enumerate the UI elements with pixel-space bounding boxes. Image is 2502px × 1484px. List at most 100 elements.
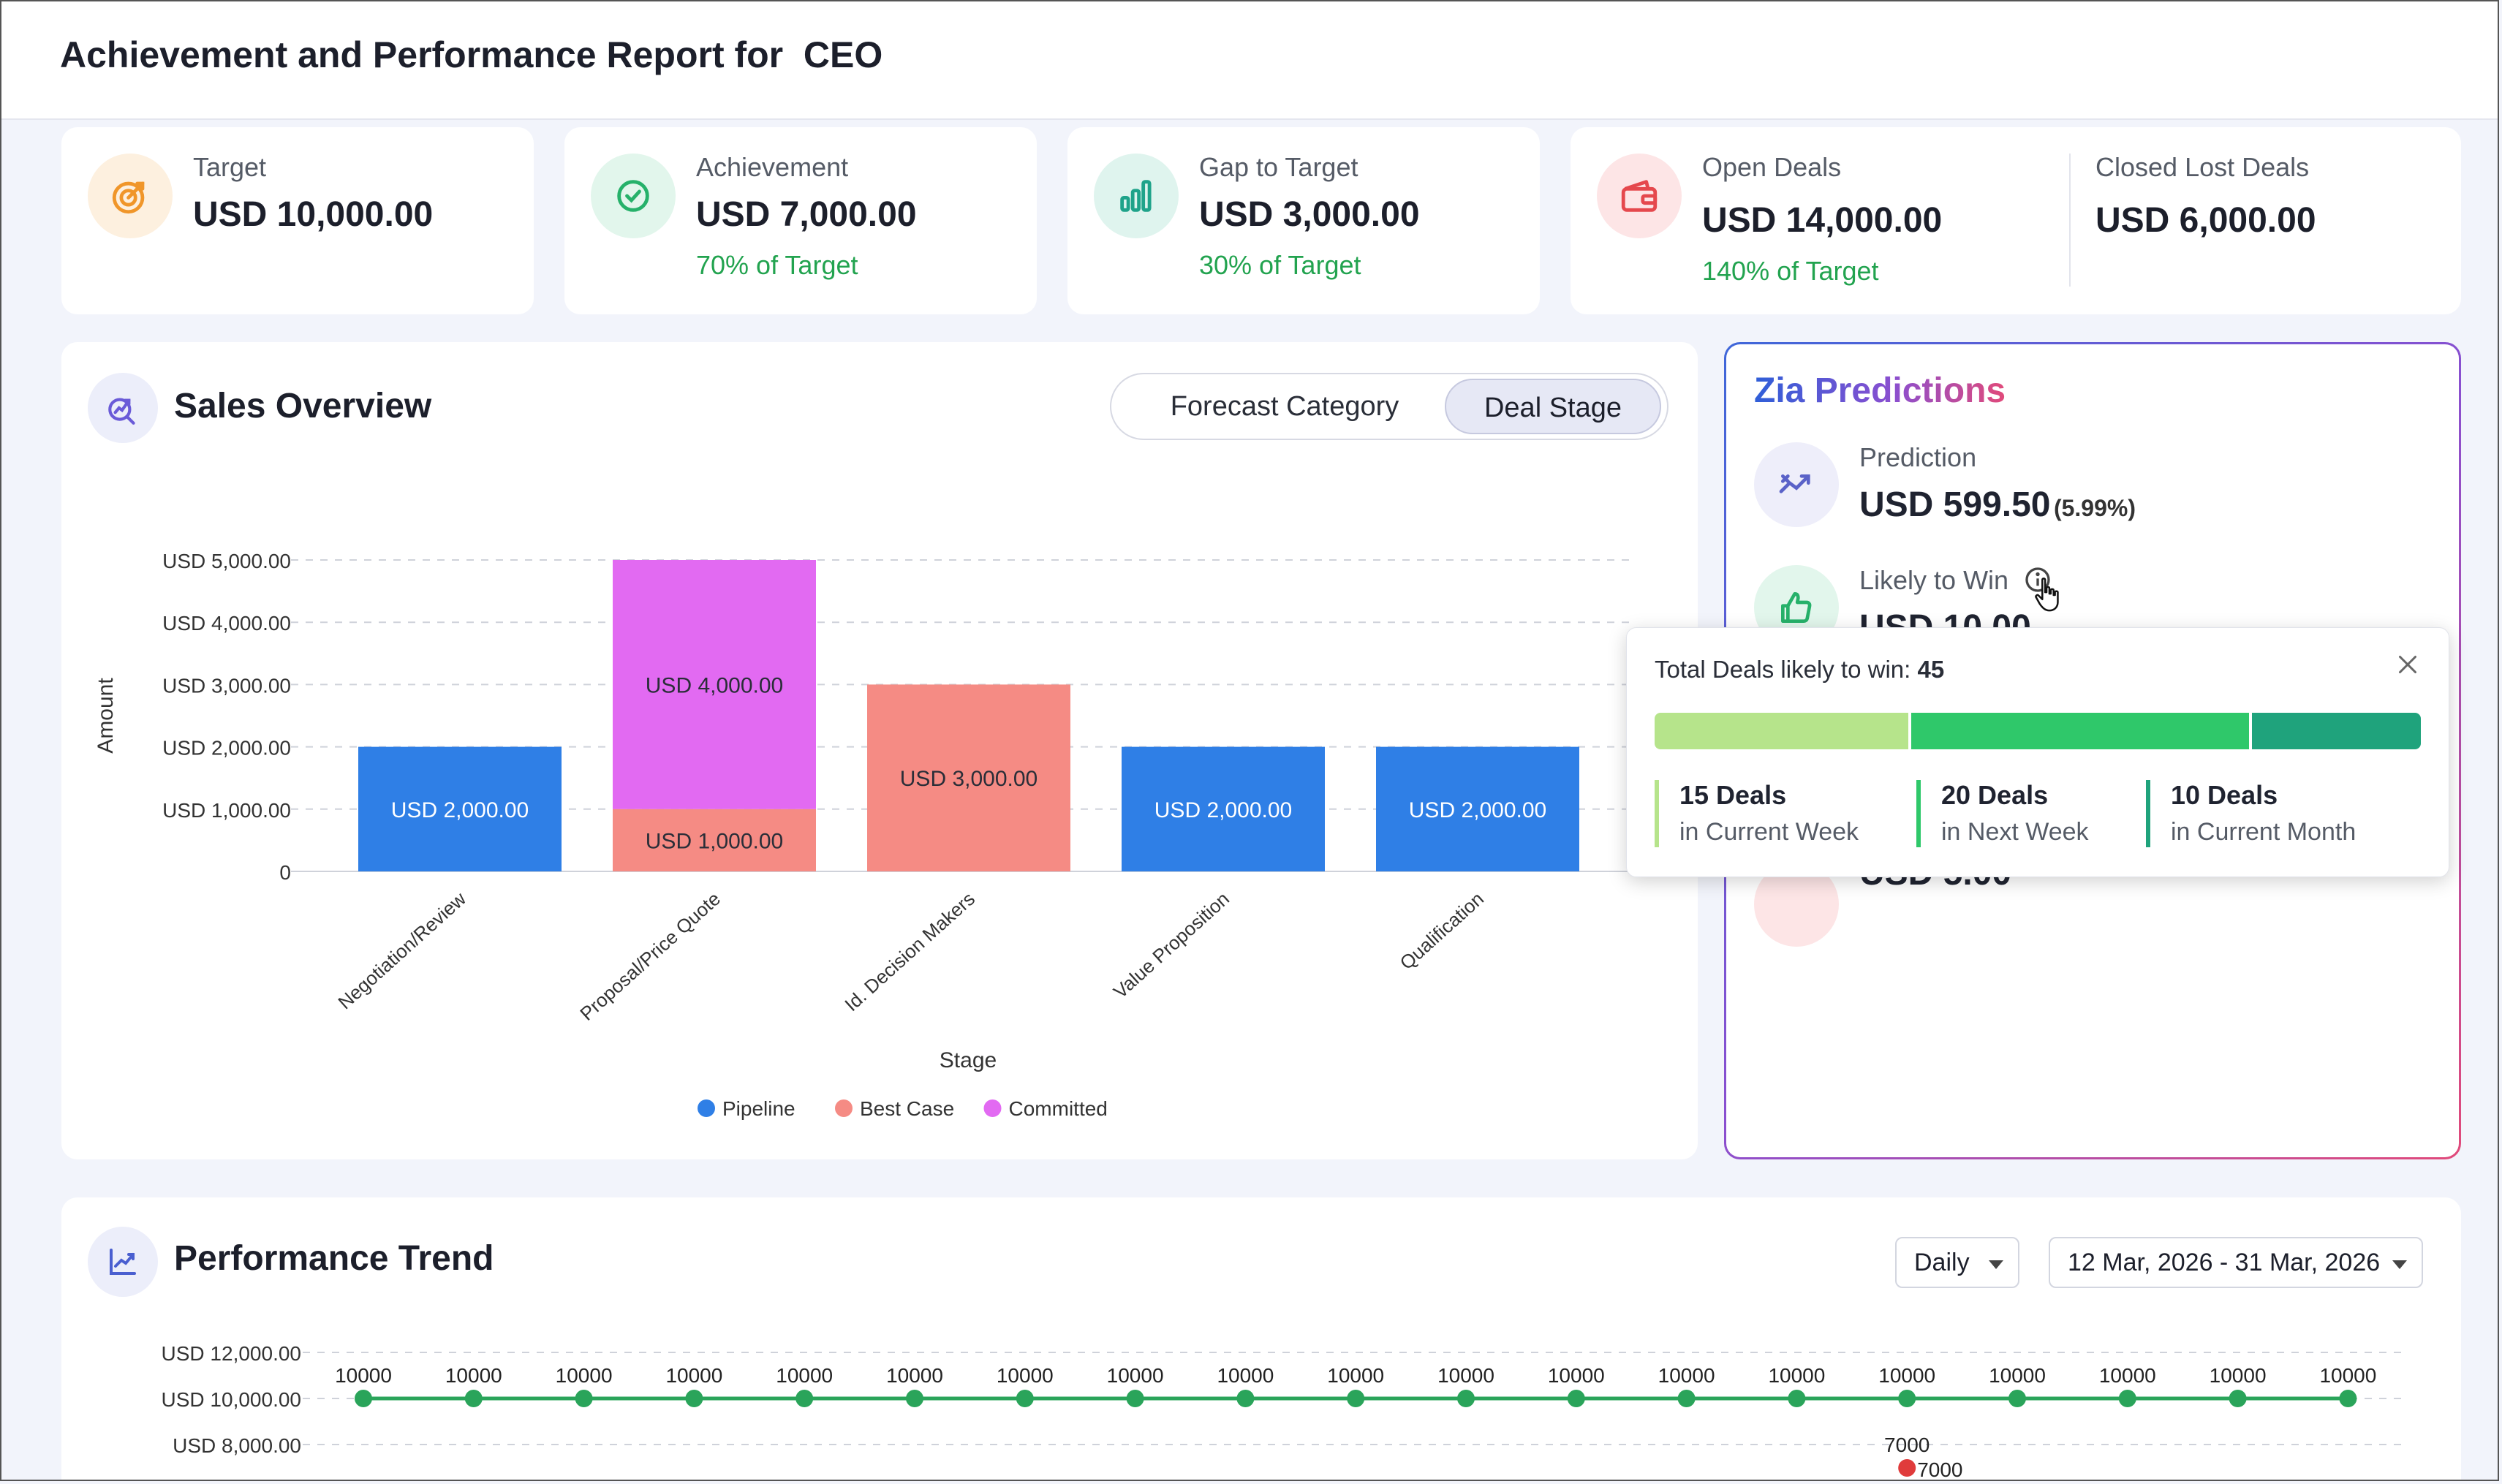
data-label: 10000 [776, 1364, 833, 1387]
kpi-percent: 30% of Target [1199, 250, 1361, 280]
data-point [1126, 1390, 1144, 1407]
kpi-label: Target [193, 152, 267, 182]
deal-stage-toggle[interactable]: Deal Stage [1445, 379, 1661, 434]
data-label: USD 2,000.00 [1409, 798, 1546, 822]
data-point [2008, 1390, 2026, 1407]
likely-to-win-label: Likely to Win [1859, 565, 2009, 595]
data-label: 10000 [445, 1364, 502, 1387]
bar-best-case [613, 809, 816, 871]
chevron-down-icon [1989, 1260, 2003, 1269]
data-label: 10000 [2210, 1364, 2267, 1387]
data-label: 10000 [665, 1364, 722, 1387]
data-point [1898, 1390, 1916, 1407]
forecast-category-toggle[interactable]: Forecast Category [1170, 391, 1399, 422]
interval-value: Daily [1914, 1249, 1970, 1276]
legend-swatch [835, 1099, 853, 1117]
data-label: 10000 [1327, 1364, 1384, 1387]
x-axis-label: Stage [940, 1048, 997, 1072]
kpi-value: USD 7,000.00 [696, 195, 917, 234]
wallet-icon [1597, 154, 1682, 238]
current-week-segment [1655, 713, 1908, 749]
kpi-value: USD 3,000.00 [1199, 195, 1420, 234]
x-tick-label: Proposal/Price Quote [575, 887, 725, 1025]
kpi-divider [2069, 154, 2071, 287]
data-point [355, 1390, 372, 1407]
current-month-label: in Current Month [2171, 818, 2357, 846]
y-tick-label: USD 8,000.00 [173, 1434, 301, 1457]
data-label: USD 4,000.00 [646, 673, 783, 697]
data-label: 10000 [2099, 1364, 2156, 1387]
legend-label: Pipeline [722, 1097, 795, 1120]
data-point [1788, 1390, 1806, 1407]
bar-pipeline [358, 746, 562, 871]
chevron-down-icon [2392, 1260, 2407, 1269]
data-point [1347, 1390, 1365, 1407]
target-icon [88, 154, 173, 238]
popup-title-label: Total Deals likely to win: [1655, 656, 1918, 683]
data-point [464, 1390, 483, 1407]
y-tick-label: USD 10,000.00 [162, 1388, 301, 1411]
data-label: 10000 [1217, 1364, 1274, 1387]
y-tick-label: USD 5,000.00 [162, 550, 291, 572]
kpi-card-gap: Gap to Target USD 3,000.00 30% of Target [1067, 127, 1540, 314]
data-label: USD 3,000.00 [900, 767, 1038, 791]
y-tick-label: USD 4,000.00 [162, 612, 291, 635]
data-point [1677, 1390, 1696, 1407]
data-label: USD 2,000.00 [391, 798, 529, 822]
data-point [1567, 1390, 1585, 1407]
x-tick-label: Negotiation/Review [333, 887, 470, 1013]
page-header: Achievement and Performance Report for C… [1, 1, 2498, 120]
legend-next-week: 20 Deals in Next Week [1916, 780, 2089, 847]
kpi-label: Open Deals [1702, 152, 1842, 182]
data-point [2118, 1390, 2136, 1407]
data-label: 10000 [1768, 1364, 1825, 1387]
prediction-value: USD 599.50 [1859, 485, 2051, 524]
kpi-card-open-deals: Open Deals USD 14,000.00 140% of Target … [1571, 127, 2461, 314]
y-tick-label: USD 12,000.00 [162, 1342, 301, 1365]
data-label: 10000 [1878, 1364, 1935, 1387]
popup-title: Total Deals likely to win: 45 [1655, 656, 1944, 684]
current-week-label: in Current Week [1679, 818, 1859, 846]
zia-title: Zia Predictions [1754, 371, 2006, 410]
page-title: Achievement and Performance Report for C… [60, 34, 883, 75]
legend-current-week: 15 Deals in Current Week [1655, 780, 1859, 847]
close-icon[interactable] [2395, 651, 2421, 678]
data-point [906, 1390, 923, 1407]
legend-current-month: 10 Deals in Current Month [2146, 780, 2356, 847]
data-point [2229, 1390, 2247, 1407]
kpi-value: USD 14,000.00 [1702, 201, 1943, 240]
performance-trend-chart: USD 8,000.00 USD 10,000.00 USD 12,000.00 10… [162, 1342, 2401, 1480]
sales-overview-title: Sales Overview [174, 387, 432, 425]
performance-trend-title: Performance Trend [174, 1239, 494, 1278]
data-label: USD 1,000.00 [646, 829, 783, 853]
interval-dropdown[interactable]: Daily [1895, 1237, 2019, 1288]
data-point [795, 1390, 814, 1407]
data-point [1236, 1390, 1255, 1407]
kpi-label: Gap to Target [1199, 152, 1358, 182]
data-point [1898, 1459, 1916, 1477]
info-icon[interactable] [2023, 565, 2052, 594]
cursor-hand-icon [2033, 577, 2063, 613]
kpi-card-target: Target USD 10,000.00 [61, 127, 534, 314]
kpi-card-achievement: Achievement USD 7,000.00 70% of Target [564, 127, 1037, 314]
x-tick-label: Id. Decision Makers [840, 887, 979, 1015]
prediction-percent: (5.99%) [2053, 495, 2136, 521]
sales-overview-chart: 0 USD 1,000.00 USD 2,000.00 USD 3,000.00 USD… [94, 550, 1633, 1120]
bar-pipeline [1376, 746, 1579, 871]
bar-best-case [867, 684, 1070, 871]
data-label: 10000 [1437, 1364, 1494, 1387]
data-point [685, 1390, 703, 1407]
date-range-value: 12 Mar, 2026 - 31 Mar, 2026 [2068, 1249, 2381, 1276]
date-range-dropdown[interactable]: 12 Mar, 2026 - 31 Mar, 2026 [2049, 1237, 2423, 1288]
next-week-segment [1910, 713, 2249, 749]
y-tick-label: 0 [279, 861, 291, 884]
deals-distribution-bar [1655, 713, 2421, 749]
likely-to-win-popup: Total Deals likely to win: 45 15 Deals i… [1626, 627, 2449, 877]
legend-label: Committed [1009, 1097, 1108, 1120]
legend-swatch [983, 1099, 1002, 1117]
next-week-label: in Next Week [1941, 818, 2089, 846]
data-label: 10000 [2319, 1364, 2376, 1387]
legend-swatch [698, 1099, 715, 1117]
check-circle-icon [591, 154, 676, 238]
y-tick-label: USD 1,000.00 [162, 799, 291, 822]
